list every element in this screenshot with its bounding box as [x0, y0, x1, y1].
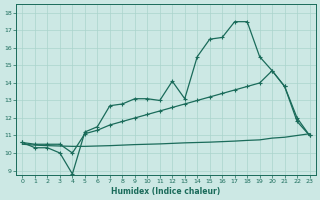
X-axis label: Humidex (Indice chaleur): Humidex (Indice chaleur) [111, 187, 221, 196]
